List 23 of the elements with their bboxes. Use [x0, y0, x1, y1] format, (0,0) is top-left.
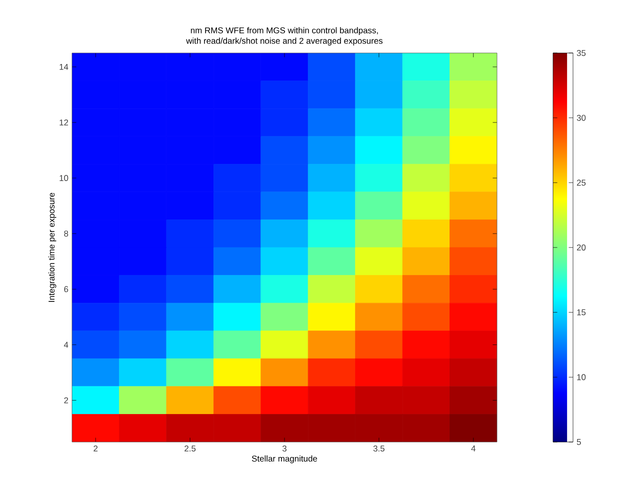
y-tick-label: 4	[64, 342, 68, 348]
y-axis-title: Integration time per exposure	[48, 192, 56, 302]
y-tick-label: 10	[60, 175, 68, 182]
y-tick-label: 2	[64, 397, 68, 404]
x-tick-label: 3	[282, 446, 286, 452]
color-bar-label: 35	[576, 50, 586, 56]
color-bar-label: 5	[576, 439, 581, 445]
color-bar-label: 15	[577, 309, 586, 316]
color-bar-label: 30	[576, 114, 586, 121]
color-bar-label: 10	[577, 374, 586, 380]
y-tick-label: 14	[60, 64, 68, 70]
y-tick-label: 6	[64, 286, 68, 292]
x-tick-label: 4	[471, 446, 476, 452]
x-axis-title: Stellar magnitude	[252, 455, 318, 464]
color-bar-label: 20	[576, 244, 586, 250]
color-bar-label: 25	[576, 180, 586, 186]
chart-title: nm RMS WFE from MGS within control bandpass,	[190, 27, 378, 36]
x-tick-label: 2.5	[184, 446, 196, 452]
x-tick-label: 3.5	[373, 446, 384, 452]
chart-subtitle: with read/dark/shot noise and 2 averaged exposures	[186, 38, 383, 46]
x-tick-label: 2	[94, 446, 98, 452]
y-tick-label: 8	[64, 230, 68, 237]
y-tick-label: 12	[60, 120, 68, 126]
